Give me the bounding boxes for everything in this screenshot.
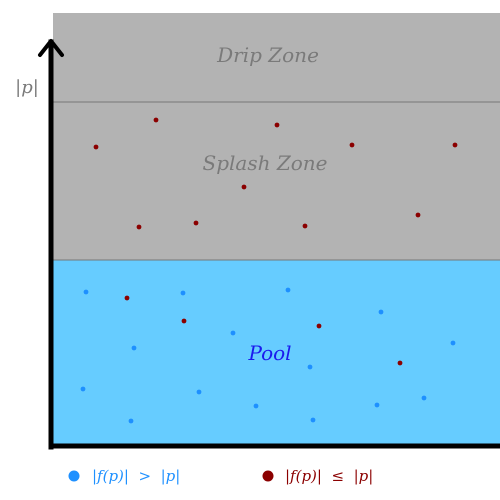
pool-label: Pool <box>247 341 291 365</box>
red-point <box>136 224 142 230</box>
blue-point <box>131 345 137 351</box>
blue-point <box>421 395 427 401</box>
blue-point <box>285 287 291 293</box>
red-point <box>181 318 187 324</box>
legend-red-marker <box>262 470 274 482</box>
blue-point <box>80 386 86 392</box>
blue-point <box>128 418 134 424</box>
red-point <box>349 142 355 148</box>
drip-zone-label: Drip Zone <box>216 43 319 67</box>
blue-point <box>196 389 202 395</box>
blue-point <box>378 309 384 315</box>
blue-point <box>310 417 316 423</box>
legend-blue-label: |f(p)| > |p| <box>92 467 180 485</box>
blue-point <box>230 330 236 336</box>
blue-point <box>180 290 186 296</box>
red-point <box>193 220 199 226</box>
pool-region <box>53 260 500 445</box>
blue-point <box>374 402 380 408</box>
legend-blue-marker <box>68 470 80 482</box>
red-point <box>274 122 280 128</box>
red-point <box>124 295 130 301</box>
red-point <box>93 144 99 150</box>
splash-zone-region <box>53 13 500 260</box>
legend-red-label: |f(p)| ≤ |p| <box>285 467 373 485</box>
red-point <box>397 360 403 366</box>
y-axis-arrowhead <box>38 39 64 57</box>
blue-point <box>253 403 259 409</box>
points-group <box>80 117 458 424</box>
red-point <box>316 323 322 329</box>
red-point <box>153 117 159 123</box>
red-point <box>415 212 421 218</box>
red-point <box>452 142 458 148</box>
splash-zone-label: Splash Zone <box>203 151 328 175</box>
red-point <box>241 184 247 190</box>
y-axis-label: |p| <box>15 77 39 98</box>
red-point <box>302 223 308 229</box>
blue-point <box>450 340 456 346</box>
blue-point <box>83 289 89 295</box>
blue-point <box>307 364 313 370</box>
